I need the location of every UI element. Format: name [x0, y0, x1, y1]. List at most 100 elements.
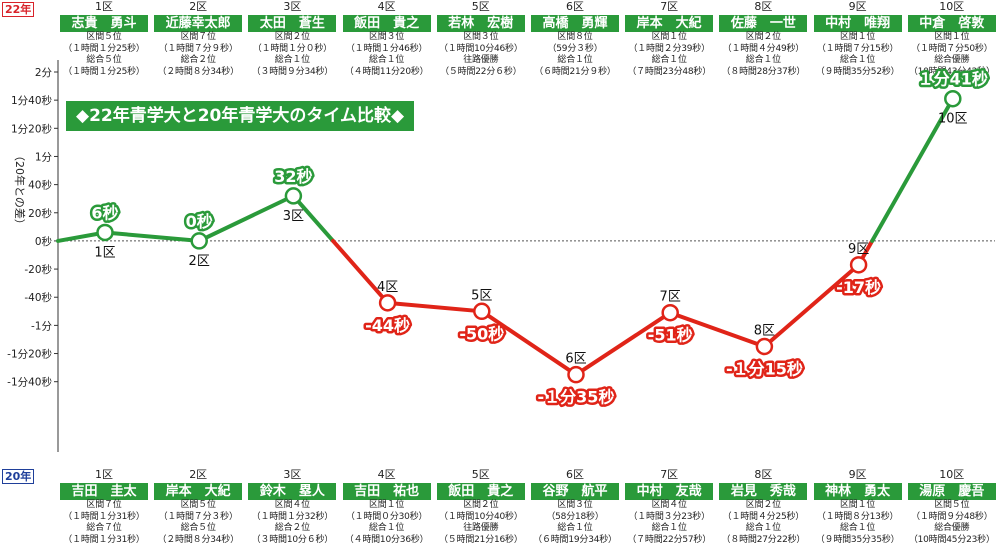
- runner-name: 太田 蒼生: [248, 15, 337, 32]
- top-leg-5: 5区 若林 宏樹 区間３位 （１時間10分46秒） 往路優勝 （５時間22分６秒）: [435, 0, 527, 78]
- bottom-leg-2: 2区 岸本 大紀 区間５位 （１時間７分３秒） 総合５位 （２時間８分34秒）: [152, 468, 244, 546]
- category-label: 9区: [848, 242, 869, 257]
- value-label: -50秒: [459, 324, 504, 343]
- top-leg-6: 6区 高橋 勇輝 区間８位 （59分３秒） 総合１位 （６時間21分９秒）: [529, 0, 621, 78]
- runner-stat: 区間４位: [274, 500, 310, 510]
- y-tick-label: 1分20秒: [11, 122, 53, 135]
- runner-stat: （１時間９分48秒）: [911, 511, 993, 522]
- data-point: [473, 302, 491, 321]
- runner-stat: （１時間４分49秒）: [722, 43, 805, 54]
- top-leg-8: 8区 佐藤 一世 区間２位 （１時間４分49秒） 総合１位 （８時間28分37秒）: [717, 0, 809, 78]
- runner-stat: （８時間28分37秒）: [721, 66, 806, 77]
- runner-stat: 区間７位: [180, 32, 216, 42]
- runner-stat: （１時間10分40秒）: [438, 511, 523, 522]
- runner-stat: 区間１位: [839, 32, 876, 42]
- runner-name: 谷野 航平: [531, 483, 619, 500]
- runner-stat: 区間１位: [368, 500, 405, 510]
- runner-stat: （６時間21分９秒）: [534, 66, 616, 77]
- runner-stat: 総合１位: [368, 523, 405, 534]
- leg-number: 7区: [660, 0, 679, 13]
- leg-number: 6区: [566, 0, 584, 13]
- runner-name: 岸本 大紀: [625, 15, 714, 32]
- runner-stat: （６時間19分34秒）: [533, 534, 617, 545]
- bottom-leg-9: 9区 神林 勇太 区間１位 （１時間８分13秒） 総合１位 （９時間35分35秒）: [812, 468, 904, 546]
- data-points: [96, 89, 962, 384]
- series-segment: [668, 310, 767, 349]
- runner-stat: 総合１位: [368, 55, 405, 66]
- runner-name: 飯田 貴之: [436, 483, 525, 500]
- runner-stat: 総合優勝: [934, 55, 970, 66]
- y-tick-label: -20秒: [24, 263, 52, 276]
- bottom-leg-6: 6区 谷野 航平 区間３位 （58分18秒） 総合１位 （６時間19分34秒）: [529, 468, 621, 546]
- leg-number: 1区: [95, 468, 113, 481]
- runner-stat: 総合１位: [745, 55, 781, 66]
- runner-stat: 総合７位: [86, 523, 122, 534]
- runner-stat: 往路優勝: [463, 523, 499, 534]
- runner-stat: 区間２位: [274, 32, 310, 42]
- leg-number: 2区: [189, 468, 208, 481]
- runner-name: 佐藤 一世: [719, 15, 808, 32]
- runner-name: 中村 友哉: [625, 483, 714, 500]
- runner-name: 神林 勇太: [813, 483, 902, 500]
- runner-stat: 区間１位: [934, 32, 970, 42]
- runner-stat: （１時間８分13秒）: [816, 511, 899, 522]
- category-label: 10区: [938, 112, 968, 127]
- data-point: [96, 223, 114, 242]
- runner-stat: （８時間27分22秒）: [721, 534, 806, 545]
- series-segment: [291, 193, 336, 243]
- runner-stat: （１時間７分９秒）: [158, 43, 238, 54]
- runner-stat: 区間３位: [368, 32, 405, 42]
- runner-stat: （２時間８分34秒）: [157, 534, 239, 545]
- data-point: [378, 294, 397, 312]
- series-segment: [574, 310, 673, 377]
- runner-stat: （２時間８分34秒）: [157, 66, 239, 77]
- bottom-leg-3: 3区 鈴木 塁人 区間４位 （１時間１分32秒） 総合２位 （３時間10分６秒）: [246, 468, 338, 546]
- value-label: -１分15秒: [726, 360, 803, 379]
- runner-stat: （５時間21分16秒）: [438, 534, 523, 545]
- y-tick-label: -1分: [31, 320, 52, 332]
- year-tag-20: 20年: [2, 469, 35, 484]
- runner-stat: （１時間４分25秒）: [722, 511, 805, 522]
- y-tick-label: -1分40秒: [7, 376, 52, 389]
- leg-number: 3区: [283, 468, 302, 481]
- runner-stat: （１時間１分25秒）: [63, 43, 145, 54]
- top-leg-3: 3区 太田 蒼生 区間２位 （１時間１分０秒） 総合１位 （３時間９分34秒）: [246, 0, 338, 78]
- runner-stat: 区間２位: [745, 32, 781, 42]
- runner-stat: 総合優勝: [934, 523, 970, 534]
- value-label: 0秒: [186, 212, 213, 231]
- runner-stat: （７時間23分48秒）: [627, 66, 712, 77]
- leg-number: 3区: [283, 0, 302, 13]
- runner-stat: 総合１位: [839, 523, 876, 534]
- series-segment: [197, 193, 296, 243]
- runner-stat: （９時間35分35秒）: [815, 534, 900, 545]
- series-segment: [762, 262, 861, 349]
- runner-stat: （７時間22分57秒）: [627, 534, 712, 545]
- runner-stat: 総合２位: [274, 523, 310, 534]
- leg-number: 7区: [660, 468, 679, 481]
- category-label: 1区: [94, 245, 115, 260]
- y-tick-label: -40秒: [24, 291, 52, 304]
- y-tick-label: 20秒: [28, 207, 52, 220]
- top-leg-7: 7区 岸本 大紀 区間１位 （１時間２分39秒） 総合１位 （７時間23分48秒）: [623, 0, 715, 78]
- runner-stat: （１時間10分46秒）: [438, 43, 523, 54]
- runner-stat: 区間１位: [651, 32, 687, 42]
- runner-stat: （９時間35分52秒）: [815, 66, 900, 77]
- y-tick-label: 1分40秒: [11, 94, 53, 107]
- runner-stat: 総合５位: [180, 523, 216, 534]
- runner-stat: 総合１位: [557, 55, 593, 66]
- runner-stat: 総合１位: [839, 55, 876, 66]
- runner-stat: （10時間43分42秒）: [908, 66, 995, 77]
- leg-number: 10区: [939, 0, 965, 13]
- runner-name: 志貴 勇斗: [60, 15, 148, 32]
- y-tick-label: 2分: [35, 67, 53, 79]
- bottom-leg-10: 10区 湯原 慶吾 区間５位 （１時間９分48秒） 総合優勝 （10時間45分23秒）: [906, 468, 998, 546]
- runner-stat: 区間１位: [839, 500, 876, 510]
- runner-stat: 総合１位: [557, 523, 593, 534]
- y-axis-label: （20年との差）: [13, 150, 27, 230]
- top-leg-1: 1区 志貴 勇斗 区間５位 （１時間１分25秒） 総合５位 （１時間１分25秒）: [58, 0, 150, 78]
- bottom-leg-5: 5区 飯田 貴之 区間２位 （１時間10分40秒） 往路優勝 （５時間21分16秒）: [435, 468, 527, 546]
- runner-stat: （１時間１分46秒）: [345, 43, 428, 54]
- runner-name: 若林 宏樹: [436, 15, 525, 32]
- value-label: １分41秒: [918, 70, 988, 89]
